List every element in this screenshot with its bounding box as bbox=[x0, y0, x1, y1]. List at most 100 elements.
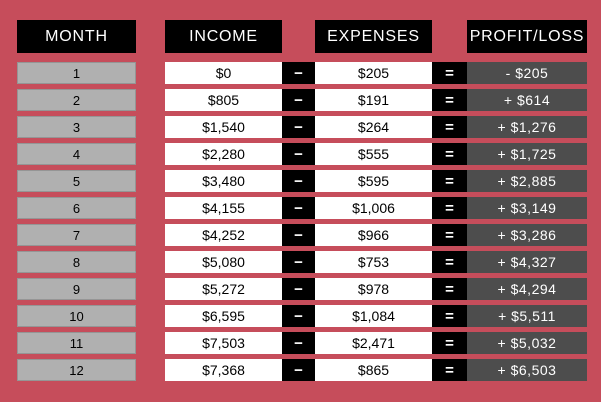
expenses-cell: $191 bbox=[315, 89, 432, 111]
minus-operator: − bbox=[282, 89, 315, 111]
minus-operator: − bbox=[282, 251, 315, 273]
month-cell: 11 bbox=[17, 332, 136, 354]
table-header-row: MONTH INCOME EXPENSES PROFIT/LOSS bbox=[17, 20, 587, 53]
row-spacer bbox=[136, 62, 165, 84]
table-row: 3 $1,540 − $264 = + $1,276 bbox=[17, 116, 587, 138]
column-header-expenses: EXPENSES bbox=[315, 20, 432, 53]
minus-operator: − bbox=[282, 143, 315, 165]
month-cell: 6 bbox=[17, 197, 136, 219]
row-spacer bbox=[136, 197, 165, 219]
income-cell: $4,155 bbox=[165, 197, 282, 219]
row-spacer bbox=[136, 224, 165, 246]
profit-loss-cell: + $4,327 bbox=[467, 251, 587, 273]
row-spacer bbox=[136, 251, 165, 273]
table-body: 1 $0 − $205 = - $205 2 $805 − $191 = + $… bbox=[17, 62, 587, 381]
month-cell: 9 bbox=[17, 278, 136, 300]
income-cell: $805 bbox=[165, 89, 282, 111]
profit-loss-cell: + $2,885 bbox=[467, 170, 587, 192]
income-cell: $4,252 bbox=[165, 224, 282, 246]
minus-operator: − bbox=[282, 332, 315, 354]
expenses-cell: $966 bbox=[315, 224, 432, 246]
equals-operator: = bbox=[432, 197, 467, 219]
expenses-cell: $865 bbox=[315, 359, 432, 381]
month-cell: 8 bbox=[17, 251, 136, 273]
minus-operator: − bbox=[282, 224, 315, 246]
table-row: 2 $805 − $191 = + $614 bbox=[17, 89, 587, 111]
minus-operator: − bbox=[282, 278, 315, 300]
column-header-month: MONTH bbox=[17, 20, 136, 53]
equals-operator: = bbox=[432, 278, 467, 300]
profit-loss-cell: + $3,286 bbox=[467, 224, 587, 246]
expenses-cell: $1,006 bbox=[315, 197, 432, 219]
row-spacer bbox=[136, 116, 165, 138]
expenses-cell: $978 bbox=[315, 278, 432, 300]
equals-operator: = bbox=[432, 116, 467, 138]
equals-operator: = bbox=[432, 170, 467, 192]
minus-operator: − bbox=[282, 197, 315, 219]
expenses-cell: $2,471 bbox=[315, 332, 432, 354]
equals-operator: = bbox=[432, 89, 467, 111]
income-cell: $3,480 bbox=[165, 170, 282, 192]
table-row: 5 $3,480 − $595 = + $2,885 bbox=[17, 170, 587, 192]
equals-operator: = bbox=[432, 305, 467, 327]
minus-operator: − bbox=[282, 116, 315, 138]
row-spacer bbox=[136, 332, 165, 354]
profit-loss-cell: - $205 bbox=[467, 62, 587, 84]
month-cell: 10 bbox=[17, 305, 136, 327]
minus-operator: − bbox=[282, 305, 315, 327]
expenses-cell: $1,084 bbox=[315, 305, 432, 327]
expenses-cell: $205 bbox=[315, 62, 432, 84]
header-spacer bbox=[282, 20, 315, 53]
profit-loss-cell: + $614 bbox=[467, 89, 587, 111]
income-cell: $5,272 bbox=[165, 278, 282, 300]
month-cell: 7 bbox=[17, 224, 136, 246]
month-cell: 1 bbox=[17, 62, 136, 84]
profit-loss-cell: + $4,294 bbox=[467, 278, 587, 300]
column-header-income: INCOME bbox=[165, 20, 282, 53]
table-row: 8 $5,080 − $753 = + $4,327 bbox=[17, 251, 587, 273]
table-row: 10 $6,595 − $1,084 = + $5,511 bbox=[17, 305, 587, 327]
income-cell: $6,595 bbox=[165, 305, 282, 327]
equals-operator: = bbox=[432, 359, 467, 381]
table-row: 12 $7,368 − $865 = + $6,503 bbox=[17, 359, 587, 381]
month-cell: 4 bbox=[17, 143, 136, 165]
month-cell: 12 bbox=[17, 359, 136, 381]
profit-loss-cell: + $1,276 bbox=[467, 116, 587, 138]
profit-loss-cell: + $6,503 bbox=[467, 359, 587, 381]
row-spacer bbox=[136, 305, 165, 327]
profit-loss-cell: + $1,725 bbox=[467, 143, 587, 165]
expenses-cell: $264 bbox=[315, 116, 432, 138]
row-spacer bbox=[136, 359, 165, 381]
header-spacer bbox=[432, 20, 467, 53]
row-spacer bbox=[136, 278, 165, 300]
month-cell: 2 bbox=[17, 89, 136, 111]
table-row: 1 $0 − $205 = - $205 bbox=[17, 62, 587, 84]
profit-loss-cell: + $3,149 bbox=[467, 197, 587, 219]
expenses-cell: $555 bbox=[315, 143, 432, 165]
profit-loss-cell: + $5,511 bbox=[467, 305, 587, 327]
row-spacer bbox=[136, 89, 165, 111]
row-spacer bbox=[136, 170, 165, 192]
minus-operator: − bbox=[282, 170, 315, 192]
table-row: 7 $4,252 − $966 = + $3,286 bbox=[17, 224, 587, 246]
income-cell: $7,503 bbox=[165, 332, 282, 354]
minus-operator: − bbox=[282, 62, 315, 84]
income-cell: $7,368 bbox=[165, 359, 282, 381]
income-cell: $0 bbox=[165, 62, 282, 84]
month-cell: 5 bbox=[17, 170, 136, 192]
table-row: 9 $5,272 − $978 = + $4,294 bbox=[17, 278, 587, 300]
expenses-cell: $753 bbox=[315, 251, 432, 273]
profit-loss-cell: + $5,032 bbox=[467, 332, 587, 354]
equals-operator: = bbox=[432, 251, 467, 273]
header-spacer bbox=[136, 20, 165, 53]
profit-loss-table: MONTH INCOME EXPENSES PROFIT/LOSS 1 $0 −… bbox=[17, 20, 587, 381]
income-cell: $1,540 bbox=[165, 116, 282, 138]
income-cell: $2,280 bbox=[165, 143, 282, 165]
month-cell: 3 bbox=[17, 116, 136, 138]
minus-operator: − bbox=[282, 359, 315, 381]
table-row: 4 $2,280 − $555 = + $1,725 bbox=[17, 143, 587, 165]
column-header-profit-loss: PROFIT/LOSS bbox=[467, 20, 587, 53]
equals-operator: = bbox=[432, 143, 467, 165]
table-row: 6 $4,155 − $1,006 = + $3,149 bbox=[17, 197, 587, 219]
equals-operator: = bbox=[432, 224, 467, 246]
